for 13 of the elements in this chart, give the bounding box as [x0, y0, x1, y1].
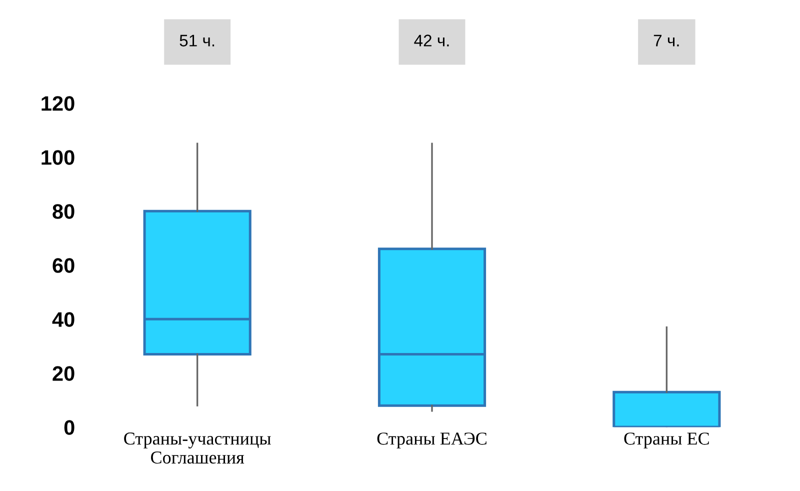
y-tick-label: 0 [64, 420, 74, 435]
y-tick-label: 40 [52, 312, 74, 327]
text: 51 ч. [180, 34, 214, 46]
y-tick-label: 20 [52, 366, 74, 381]
x-tick-label: Страны ЕАЭС [377, 432, 486, 448]
x-tick-label: Страны ЕС [624, 432, 709, 448]
x-tick-label: Страны-участницы Соглашения [124, 432, 271, 464]
y-tick-label: 120 [42, 96, 74, 111]
y-tick-label: 100 [42, 150, 74, 165]
text: 7 ч. [654, 34, 679, 46]
y-tick-label: 80 [52, 204, 74, 219]
text: 42 ч. [414, 34, 449, 46]
y-tick-label: 60 [52, 258, 74, 273]
